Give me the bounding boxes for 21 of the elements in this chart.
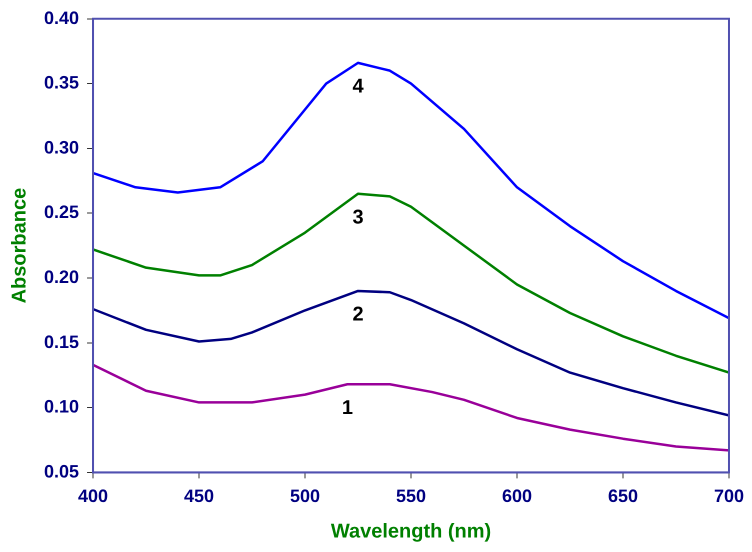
x-axis-title: Wavelength (nm)	[330, 520, 492, 543]
y-tick-label: 0.05	[44, 461, 80, 482]
y-tick-label: 0.15	[44, 332, 80, 352]
x-tick-label: 450	[184, 486, 214, 506]
x-tick-label: 550	[396, 486, 426, 506]
y-tick-label: 0.10	[44, 396, 80, 417]
y-axis-title: Absorbance	[8, 188, 31, 304]
y-tick-label: 0.35	[44, 72, 80, 93]
y-tick-label: 0.20	[44, 266, 80, 287]
y-tick-label: 0.30	[44, 137, 80, 158]
x-tick-label: 650	[608, 486, 638, 506]
series-label: 4	[352, 75, 364, 98]
series-label: 3	[352, 206, 364, 228]
x-tick-label: 500	[290, 486, 320, 506]
x-tick-label: 600	[502, 486, 532, 506]
y-tick-label: 0.25	[44, 202, 80, 222]
y-tick-label: 0.40	[44, 8, 80, 28]
x-tick-label: 700	[714, 486, 744, 506]
series-label: 2	[352, 303, 364, 326]
x-tick-label: 400	[78, 486, 108, 506]
series-label: 1	[342, 396, 353, 419]
